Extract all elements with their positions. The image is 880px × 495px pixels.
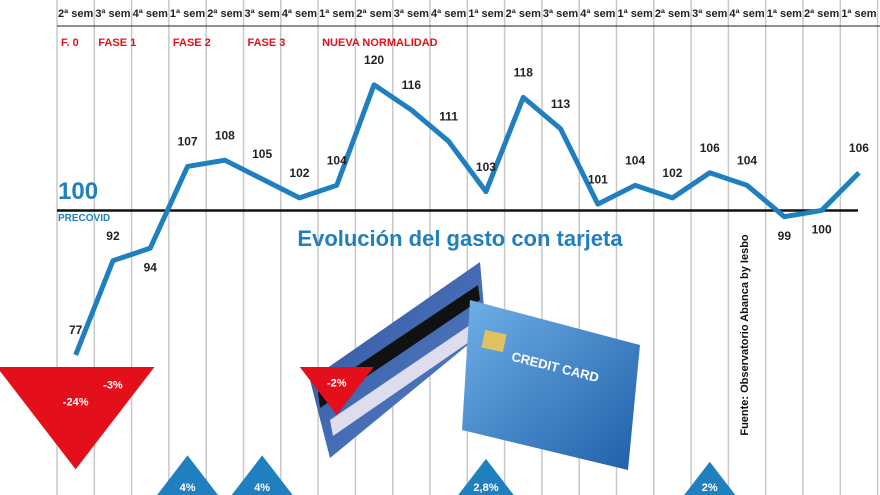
change-triangle xyxy=(458,458,514,495)
data-label: 100 xyxy=(812,223,832,237)
data-label: 106 xyxy=(849,141,869,155)
data-label: 99 xyxy=(778,229,792,243)
change-triangle xyxy=(684,461,736,495)
data-label: 106 xyxy=(700,141,720,155)
data-label: 104 xyxy=(737,153,757,167)
card-image: CREDIT CARD xyxy=(310,262,640,470)
x-tick-label: 1ª sem xyxy=(468,8,503,20)
change-label: -2% xyxy=(327,378,347,390)
x-tick-label: 3ª sem xyxy=(245,8,280,20)
data-label: 120 xyxy=(364,53,384,67)
change-triangle xyxy=(157,455,219,495)
x-tick-label: 1ª sem xyxy=(618,8,653,20)
x-tick-label: 3ª sem xyxy=(95,8,130,20)
x-tick-label: 4ª sem xyxy=(133,8,168,20)
data-label: 116 xyxy=(402,78,422,92)
x-tick-label: 4ª sem xyxy=(580,8,615,20)
change-label: 4% xyxy=(254,482,270,494)
x-tick-label: 2ª sem xyxy=(655,8,690,20)
change-label: -3% xyxy=(103,379,123,391)
phase-label: FASE 1 xyxy=(98,37,136,49)
change-label: 4% xyxy=(180,482,196,494)
data-label: 94 xyxy=(144,260,158,274)
data-label: 107 xyxy=(178,135,198,149)
data-label: 108 xyxy=(215,128,235,142)
x-tick-label: 1ª sem xyxy=(319,8,354,20)
data-label: 102 xyxy=(289,166,309,180)
phase-label: F. 0 xyxy=(61,37,79,49)
x-tick-label: 3ª sem xyxy=(543,8,578,20)
baseline-sublabel: PRECOVID xyxy=(58,213,110,224)
x-tick-label: 3ª sem xyxy=(692,8,727,20)
data-label: 92 xyxy=(106,229,120,243)
data-label: 101 xyxy=(588,172,608,186)
change-label: -24% xyxy=(63,396,89,408)
phase-label: FASE 2 xyxy=(173,37,211,49)
change-label: 2% xyxy=(702,482,718,494)
change-triangle xyxy=(72,367,154,421)
source: Fuente: Observatorio Abanca by Iesbo xyxy=(739,234,751,436)
card-chip xyxy=(481,329,507,353)
phase-label: FASE 3 xyxy=(248,37,286,49)
change-label: 2,8% xyxy=(473,482,498,494)
x-tick-label: 2ª sem xyxy=(58,8,93,20)
data-label: 103 xyxy=(476,160,496,174)
x-tick-label: 2ª sem xyxy=(506,8,541,20)
card-front xyxy=(462,300,640,470)
data-label: 104 xyxy=(327,153,347,167)
x-tick-label: 4ª sem xyxy=(282,8,317,20)
data-label: 77 xyxy=(69,323,83,337)
chart-title: Evolución del gasto con tarjeta xyxy=(297,226,623,251)
data-label: 111 xyxy=(439,110,458,124)
x-tick-label: 1ª sem xyxy=(170,8,205,20)
x-tick-label: 3ª sem xyxy=(394,8,429,20)
x-tick-label: 1ª sem xyxy=(841,8,876,20)
x-tick-label: 4ª sem xyxy=(431,8,466,20)
line xyxy=(73,82,861,356)
data-label: 118 xyxy=(514,66,534,80)
data-label: 105 xyxy=(252,147,272,161)
change-triangle xyxy=(299,367,374,416)
data-label: 113 xyxy=(551,97,571,111)
phase-label: NUEVA NORMALIDAD xyxy=(322,37,438,49)
change-triangle xyxy=(231,455,293,495)
card-signature xyxy=(330,325,472,436)
data-label: 102 xyxy=(662,166,682,180)
data-label: 104 xyxy=(625,153,645,167)
x-tick-label: 2ª sem xyxy=(207,8,242,20)
x-tick-label: 2ª sem xyxy=(356,8,391,20)
x-tick-label: 1ª sem xyxy=(767,8,802,20)
baseline-label: 100 xyxy=(58,178,98,205)
x-tick-label: 4ª sem xyxy=(729,8,764,20)
x-tick-label: 2ª sem xyxy=(804,8,839,20)
